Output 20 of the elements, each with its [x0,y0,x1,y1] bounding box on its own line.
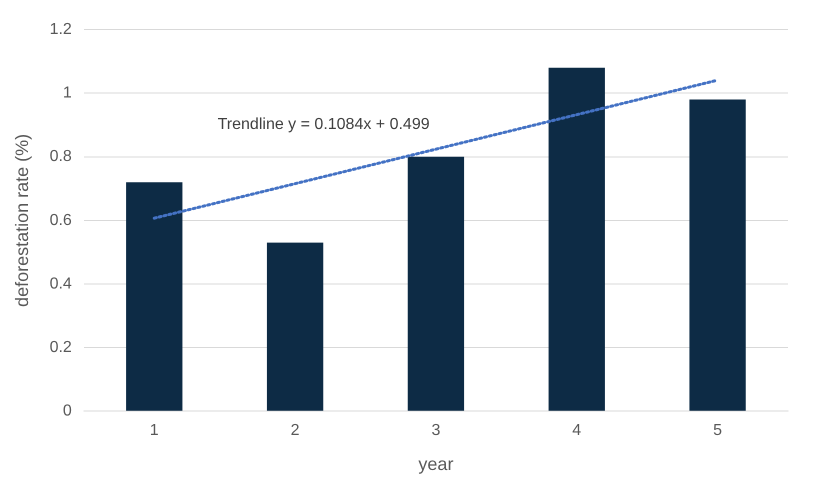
y-tick-label: 0 [62,402,72,420]
x-axis-title: year [418,454,454,474]
y-tick-label: 0.6 [50,212,72,229]
x-tick-label: 5 [713,422,722,440]
bar [689,100,746,411]
bar [266,242,324,411]
x-tick-label: 3 [431,422,440,440]
bar [126,182,182,411]
bar [408,156,464,411]
y-tick-label: 0.2 [50,339,72,356]
annotation: Trendline y = 0.1084x + 0.499 [218,116,430,134]
x-tick-label: 1 [150,422,159,440]
y-tick-label: 1.2 [50,21,72,38]
y-tick-label: 0.4 [50,275,72,292]
bar [548,68,605,411]
x-tick-label: 4 [572,422,582,440]
y-tick-label: 1 [62,84,72,102]
x-tick-label: 2 [290,422,300,440]
y-axis-title: deforestation rate (%) [12,134,32,307]
y-tick-label: 0.8 [50,148,72,166]
